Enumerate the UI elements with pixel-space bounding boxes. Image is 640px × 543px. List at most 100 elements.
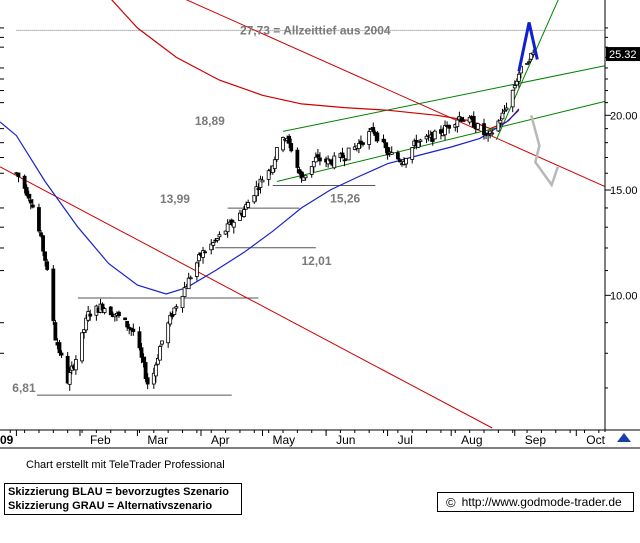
candle-body <box>527 61 532 64</box>
candle-body <box>26 193 31 199</box>
candle-body <box>73 359 78 371</box>
x-tick-label: Jun <box>336 433 355 447</box>
candle-body <box>100 303 105 311</box>
candle-body <box>385 146 390 156</box>
legend-grey: Skizzierung GRAU = Alternativszenario <box>8 500 213 512</box>
candle-body <box>231 221 236 228</box>
candle-body <box>529 52 534 60</box>
candle-body <box>367 131 372 145</box>
copyright-icon: © <box>446 494 456 510</box>
candle-body <box>309 166 314 175</box>
candle-body <box>471 115 476 128</box>
candle-body <box>313 156 318 163</box>
candle-body <box>504 107 509 111</box>
candle-body <box>51 268 56 322</box>
candle-body <box>59 352 64 356</box>
scenario-blau <box>517 22 539 72</box>
candle-body <box>311 161 316 168</box>
candle-body <box>41 235 45 252</box>
annotations: 27,73 = Allzeittief aus 2004 18,89 15,26 13… <box>12 22 559 395</box>
candle-body <box>123 317 128 321</box>
candle-body <box>475 123 480 130</box>
level-label: 27,73 = Allzeittief aus 2004 <box>240 23 391 37</box>
candle-body <box>143 362 148 379</box>
candle-body <box>295 149 300 168</box>
candle-body <box>256 188 261 190</box>
candle-body <box>410 147 415 160</box>
candle-body <box>318 157 322 162</box>
level-label: 18,89 <box>195 114 225 128</box>
candle-body <box>43 251 48 261</box>
candle-body <box>39 232 43 237</box>
candle-body <box>131 328 136 332</box>
candle-body <box>531 52 536 55</box>
candle-body <box>498 119 503 124</box>
candle-body <box>287 135 292 144</box>
candle-body <box>182 287 187 297</box>
candle-body <box>137 331 142 349</box>
candle-body <box>254 186 259 197</box>
last-price-label: 25.32 <box>609 49 637 61</box>
candle-body <box>482 123 486 136</box>
candle-body <box>172 307 177 315</box>
scenario-grau <box>529 114 559 188</box>
candle-body <box>356 143 361 150</box>
candle-body <box>346 147 351 161</box>
candle-body <box>281 137 285 151</box>
candle-body <box>211 242 216 246</box>
candle-body <box>381 138 386 143</box>
candle-body <box>225 223 230 233</box>
candle-body <box>188 277 193 280</box>
candle-body <box>514 80 519 86</box>
source-link[interactable]: © http://www.godmode-trader.de <box>437 492 634 512</box>
candle-body <box>80 332 84 362</box>
candle-body <box>166 322 171 344</box>
candle-body <box>459 117 464 122</box>
candle-body <box>502 109 507 112</box>
candle-body <box>153 364 158 377</box>
x-tick-label: Feb <box>90 433 111 447</box>
candle-body <box>447 124 452 129</box>
grid <box>16 29 605 396</box>
candle-body <box>186 277 191 290</box>
candle-body <box>496 120 501 132</box>
x-tick-label: Sep <box>525 433 547 447</box>
source-url[interactable]: http://www.godmode-trader.de <box>461 495 622 509</box>
moving-average-red <box>111 0 520 130</box>
candle-body <box>340 152 345 159</box>
candle-body <box>375 132 380 142</box>
candle-body <box>158 346 162 361</box>
candle-body <box>361 142 365 145</box>
candle-body <box>260 179 265 183</box>
candle-body <box>139 347 144 358</box>
candle-body <box>443 125 447 136</box>
candle-body <box>328 159 333 162</box>
candle-body <box>108 306 113 316</box>
candle-body <box>266 170 271 180</box>
candle-body <box>525 63 529 65</box>
x-tick-label: 09 <box>0 433 14 447</box>
trend-line <box>282 65 606 132</box>
x-tick-label: Mar <box>147 433 168 447</box>
candle-body <box>516 73 521 82</box>
level-label: 6,81 <box>12 381 36 395</box>
candles <box>14 49 536 391</box>
candle-body <box>24 187 29 196</box>
candle-body <box>512 85 517 89</box>
candle-body <box>490 132 495 135</box>
moving-average-blue <box>0 108 520 295</box>
candle-body <box>398 159 402 163</box>
scenario-legend: Skizzierung BLAU = bevorzugtes Szenario … <box>4 483 242 515</box>
candle-body <box>272 159 277 169</box>
candle-body <box>125 320 130 328</box>
candle-body <box>37 207 41 232</box>
candle-body <box>102 308 107 313</box>
candle-body <box>180 295 185 309</box>
candle-body <box>194 262 199 277</box>
candle-body <box>82 329 86 333</box>
candle-body <box>467 116 472 123</box>
level-label: 15,26 <box>330 192 360 206</box>
candle-body <box>84 317 89 331</box>
candle-body <box>389 152 394 155</box>
